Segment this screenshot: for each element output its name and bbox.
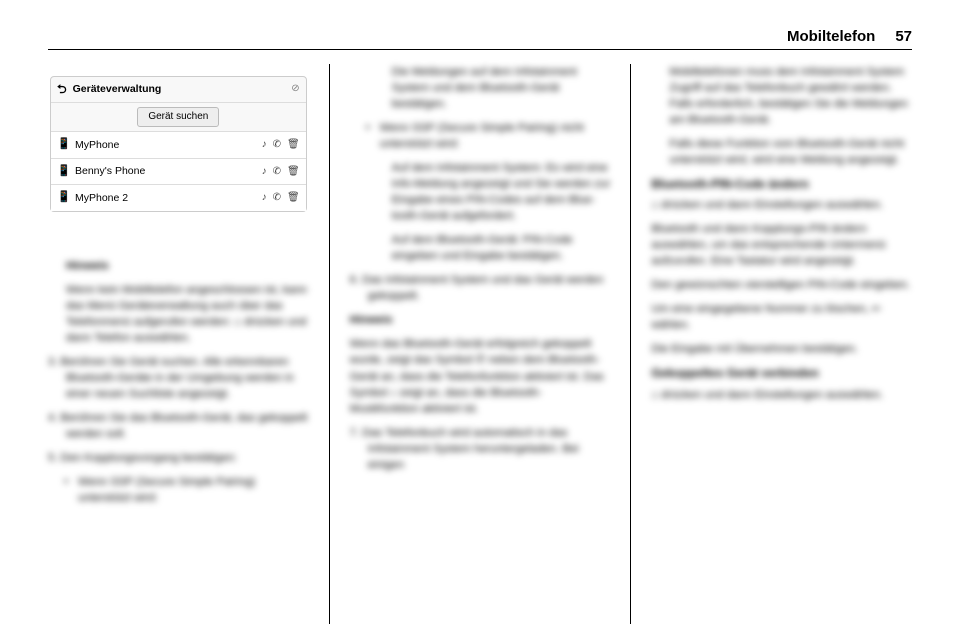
- device-name: Benny's Phone: [75, 164, 262, 179]
- signal-icon: ⊘: [291, 82, 299, 96]
- col3-p3: ⌂ drücken und dann Einstellungen auswähl…: [651, 197, 912, 213]
- subhead-connect: Gekoppeltes Gerät verbinden: [651, 365, 912, 382]
- header-section-title: Mobiltelefon: [787, 28, 875, 45]
- device-management-screenshot: ⮌ Geräteverwaltung ⊘ Gerät suchen 📱 MyPh…: [48, 64, 309, 244]
- music-icon: ♪: [262, 138, 267, 152]
- col3-p1: Mobiltelefonen muss dem Info­tainment Sy…: [651, 64, 912, 128]
- note-body: Wenn kein Mobiltelefon angeschlos­sen is…: [66, 282, 309, 346]
- col3-p7: Die Eingabe mit Übernehmen bestä­tigen.: [651, 341, 912, 357]
- call-icon: ✆: [273, 165, 281, 179]
- music-icon: ♪: [262, 191, 267, 205]
- call-icon: ✆: [273, 191, 281, 205]
- phone-icon: 📱: [57, 137, 69, 153]
- delete-icon: 🗑: [287, 191, 300, 205]
- column-3: Mobiltelefonen muss dem Info­tainment Sy…: [651, 64, 912, 624]
- device-row: 📱 MyPhone 2 ♪ ✆ 🗑: [51, 185, 306, 211]
- call-icon: ✆: [273, 138, 281, 152]
- delete-icon: 🗑: [287, 138, 300, 152]
- page-header: Mobiltelefon 57: [48, 28, 912, 50]
- column-1: ⮌ Geräteverwaltung ⊘ Gerät suchen 📱 MyPh…: [48, 64, 309, 624]
- step-7: 7. Das Telefonbuch wird automa­tisch in …: [350, 425, 611, 473]
- phone-icon: 📱: [57, 190, 69, 206]
- step-5-bullet: Wenn SSP (Secure Simple Pairing) unterst…: [78, 474, 309, 506]
- music-icon: ♪: [262, 165, 267, 179]
- step-4: 4. Berühren Sie das Bluetooth-Gerät, das…: [48, 410, 309, 442]
- back-icon: ⮌: [57, 81, 67, 98]
- device-row: 📱 MyPhone ♪ ✆ 🗑: [51, 132, 306, 159]
- device-screen-title: Geräteverwaltung: [73, 82, 292, 97]
- col2-p2: Auf dem Infotainment System: Es wird ein…: [350, 160, 611, 224]
- device-row: 📱 Benny's Phone ♪ ✆ 🗑: [51, 159, 306, 186]
- col3-p4: Bluetooth und dann Kopplungs-PIN ändern …: [651, 221, 912, 269]
- column-2: Die Meldungen auf dem Info­tainment Syst…: [350, 64, 611, 624]
- col2-bullet: Wenn SSP (Secure Simple Pairing) nicht u…: [380, 120, 611, 152]
- col2-p3: Auf dem Bluetooth-Gerät: PIN-Code eingeb…: [350, 232, 611, 264]
- col2-p1: Die Meldungen auf dem Info­tainment Syst…: [350, 64, 611, 112]
- device-name: MyPhone: [75, 138, 262, 153]
- device-name: MyPhone 2: [75, 191, 262, 206]
- col3-p5: Den gewünschten vierstelligen PIN-Code e…: [651, 277, 912, 293]
- header-page-number: 57: [895, 28, 912, 45]
- step-5: 5. Den Kopplungsvorgang bestäti­gen:: [48, 450, 309, 466]
- note-label: Hinweis: [66, 260, 109, 272]
- search-device-button: Gerät suchen: [137, 107, 219, 127]
- col3-p2: Falls diese Funktion vom Blue­tooth-Gerä…: [651, 136, 912, 168]
- step-3: 3. Berühren Sie Gerät suchen. Alle erken…: [48, 354, 309, 402]
- note-body-2: Wenn das Bluetooth-Gerät erfolg­reich ge…: [350, 336, 611, 416]
- col3-p6: Um eine eingegebene Nummer zu löschen, ⇐…: [651, 301, 912, 333]
- step-6: 6. Das Infotainment System und das Gerät…: [350, 272, 611, 304]
- phone-icon: 📱: [57, 164, 69, 180]
- delete-icon: 🗑: [287, 165, 300, 179]
- subhead-pin: Bluetooth-PIN-Code ändern: [651, 176, 912, 193]
- col3-p8: ⌂ drücken und dann Einstellungen auswähl…: [651, 387, 912, 403]
- note-label-2: Hinweis: [350, 314, 393, 326]
